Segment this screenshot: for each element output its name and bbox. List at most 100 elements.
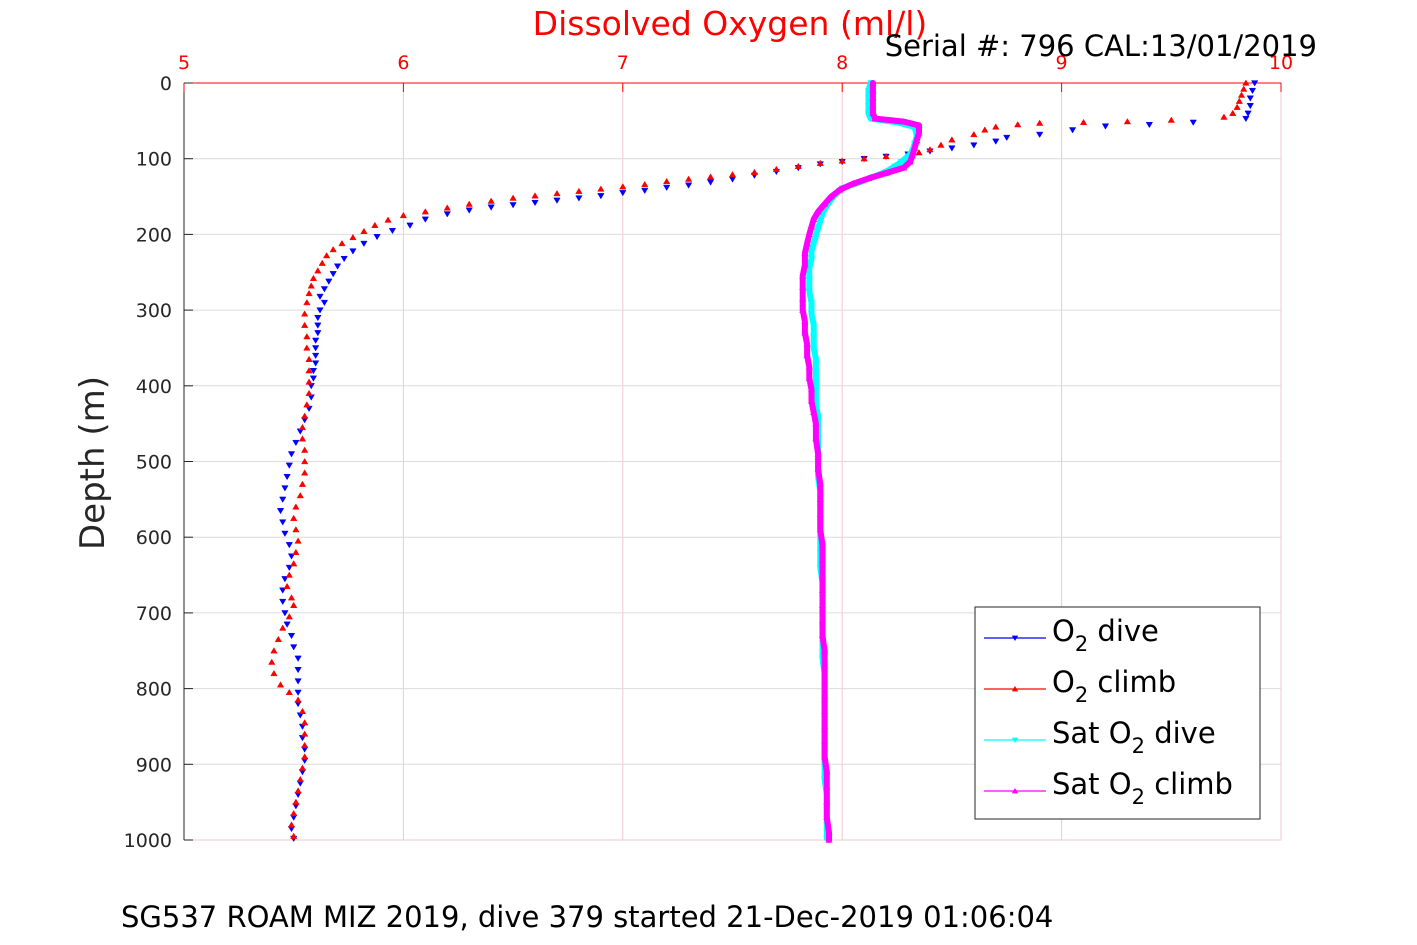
o2-dive-point [279, 587, 287, 594]
o2-dive-point [406, 222, 414, 229]
sat-o2-dive-point [807, 299, 816, 307]
sat-o2-climb-point [821, 662, 829, 669]
o2-climb-point [937, 141, 945, 148]
sat-o2-climb-point [816, 480, 824, 487]
y-tick-label: 600 [136, 527, 172, 549]
o2-dive-point [333, 263, 342, 270]
sat-o2-climb-point [908, 152, 917, 159]
o2-climb-point [279, 624, 287, 631]
o2-dive-point [281, 485, 289, 492]
o2-dive-point [340, 255, 348, 263]
o2-dive-point [641, 187, 649, 195]
sat-o2-climb-point [807, 223, 816, 230]
sat-o2-dive-point [897, 159, 906, 166]
sat-o2-climb-point [814, 450, 822, 457]
sat-o2-dive-point [812, 368, 820, 375]
sat-o2-climb-point [810, 408, 818, 415]
o2-climb-point [1220, 113, 1228, 120]
o2-dive-point [279, 519, 287, 526]
sat-o2-climb-point [823, 813, 831, 820]
o2-dive-point [597, 193, 605, 200]
sat-o2-climb-point [818, 541, 827, 548]
sat-o2-climb-point [801, 261, 809, 268]
o2-dive-point [320, 299, 329, 307]
grid [183, 82, 1282, 841]
o2-climb-point [270, 647, 278, 654]
o2-climb-point [292, 548, 300, 555]
sat-o2-climb-point [821, 677, 829, 684]
sat-o2-climb-point [821, 692, 829, 699]
sat-o2-climb-point [801, 329, 809, 336]
o2-climb-point [553, 189, 561, 197]
sat-o2-climb-point [823, 783, 831, 790]
o2-climb-point [322, 252, 331, 259]
o2-climb-point [860, 155, 868, 162]
o2-climb-point [294, 787, 302, 794]
o2-climb-point [301, 321, 309, 328]
o2-dive-point [290, 644, 298, 651]
o2-climb-point [1242, 79, 1250, 86]
sat-o2-climb-point [882, 169, 890, 176]
o2-climb-point [290, 514, 298, 521]
o2-climb-point [301, 457, 309, 465]
legend-marker-o2-climb [1011, 685, 1019, 692]
o2-dive-point [285, 564, 293, 572]
sat-o2-climb-point [812, 420, 820, 427]
sat-o2-dive-point [805, 288, 813, 295]
o2-climb-point [298, 707, 307, 714]
o2-dive-point [309, 375, 318, 382]
o2-climb-point [305, 389, 313, 397]
o2-climb-point [772, 165, 781, 172]
o2-dive-point [1145, 121, 1153, 129]
o2-climb-point [750, 168, 759, 175]
o2-climb-point [305, 367, 313, 374]
o2-dive-point [287, 451, 296, 458]
o2-dive-point [992, 138, 1000, 145]
o2-dive-point [1246, 95, 1254, 102]
o2-climb-point [301, 446, 309, 453]
sat-o2-dive-point [810, 333, 818, 341]
o2-climb-point [531, 192, 539, 199]
o2-climb-point [684, 175, 693, 182]
o2-climb-point [287, 821, 296, 828]
o2-climb-point [597, 185, 605, 192]
o2-climb-point [443, 204, 451, 211]
chart-title: Dissolved Oxygen (ml/l) [533, 4, 928, 43]
o2-dive-point [421, 216, 429, 223]
o2-climb-point [384, 216, 392, 223]
sat-o2-climb-point [818, 556, 827, 563]
y-axis-ticks: 0 100 200 300 400 500 600 700 800 900 1000 [124, 73, 193, 852]
o2-dive-point [314, 315, 322, 322]
o2-climb-point [329, 246, 337, 253]
x-axis-ticks: 5 6 7 8 9 10 [178, 52, 1293, 92]
sat-o2-dive-point [891, 163, 899, 170]
o2-climb-point [294, 696, 302, 703]
sat-o2-climb-point [818, 632, 827, 639]
sat-o2-climb-point [906, 158, 914, 165]
x-tick-label: 5 [178, 52, 190, 74]
o2-climb-point [360, 227, 368, 235]
o2-climb-point [301, 310, 309, 317]
o2-climb-point [309, 274, 318, 281]
o2-climb-point [307, 282, 315, 289]
legend-marker-sat-o2-dive [1011, 737, 1019, 744]
o2-dive-point [487, 204, 495, 211]
o2-dive-point [1242, 115, 1250, 123]
o2-dive-point [285, 542, 293, 549]
o2-climb-point [1123, 118, 1132, 125]
o2-climb-point [298, 480, 307, 487]
sat-o2-climb-point [823, 768, 831, 775]
o2-dive-point [663, 184, 671, 191]
o2-climb-point [290, 601, 298, 608]
o2-dive-point [465, 207, 473, 214]
o2-dive-point [294, 678, 302, 685]
x-tick-label: 10 [1269, 52, 1293, 74]
o2-climb-point [575, 187, 583, 194]
o2-climb-point [290, 809, 298, 817]
o2-climb-point [294, 537, 302, 544]
o2-climb-point [318, 259, 326, 266]
o2-climb-point [1229, 109, 1237, 116]
o2-climb-point [305, 355, 313, 362]
o2-dive-point [281, 610, 289, 617]
